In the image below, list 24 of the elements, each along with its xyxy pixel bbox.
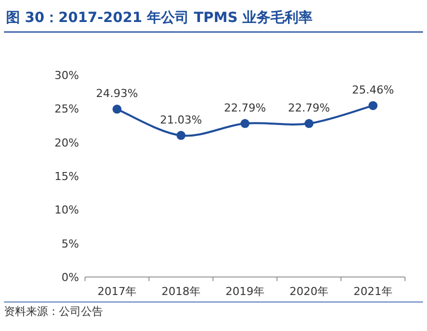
x-tick-label: 2020年 xyxy=(290,285,328,298)
chart-title: 图 30：2017-2021 年公司 TPMS 业务毛利率 xyxy=(6,9,313,26)
data-label: 21.03% xyxy=(160,113,202,126)
point xyxy=(176,130,186,140)
x-tick-label: 2019年 xyxy=(226,285,264,298)
point xyxy=(368,101,378,110)
data-label: 22.79% xyxy=(288,102,330,115)
x-tick-label: 2021年 xyxy=(354,285,392,298)
y-tick-label: 10% xyxy=(54,204,79,217)
y-tick-label: 30% xyxy=(54,69,79,82)
y-tick-label: 25% xyxy=(54,102,79,116)
y-tick-label: 15% xyxy=(54,170,79,183)
data-label: 24.93% xyxy=(96,87,138,100)
x-tick-label: 2018年 xyxy=(162,285,200,298)
text: 资料来源：公司公告 xyxy=(4,305,103,318)
point xyxy=(304,119,314,128)
data-label: 25.46% xyxy=(352,84,394,97)
data-label: 22.79% xyxy=(224,102,266,115)
y-tick-label: 5% xyxy=(62,237,79,250)
point xyxy=(112,104,122,114)
y-tick-label: 20% xyxy=(54,136,79,150)
y-tick-label: 0% xyxy=(62,271,79,284)
x-tick-label: 2017年 xyxy=(98,285,136,298)
point xyxy=(240,119,250,128)
